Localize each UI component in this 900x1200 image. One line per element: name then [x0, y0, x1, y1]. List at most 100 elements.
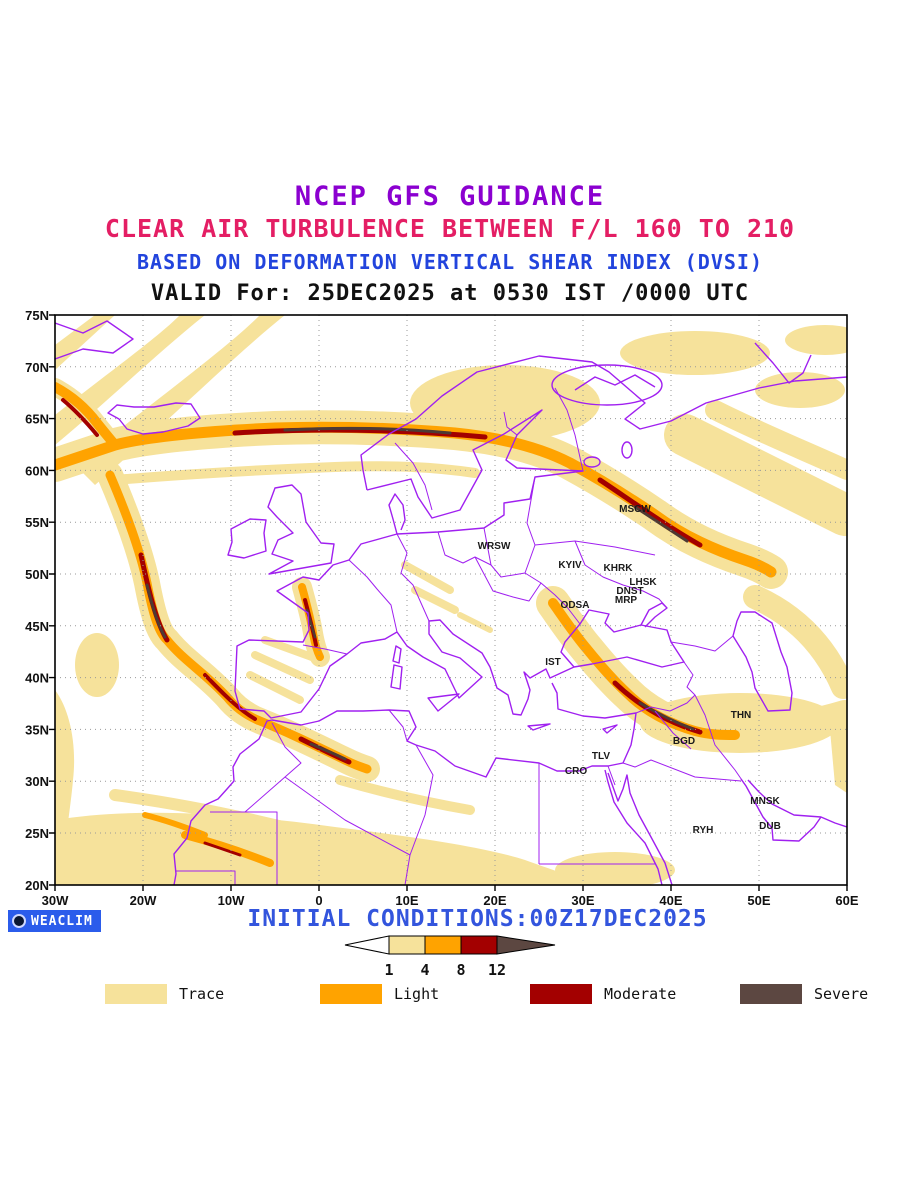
- coast-novaya-zemlya: [754, 342, 812, 384]
- lat-label: 75N: [25, 308, 49, 323]
- island-ireland: [227, 518, 267, 559]
- city-label: KYIV: [558, 560, 582, 571]
- legend-label-moderate: Moderate: [604, 985, 677, 1003]
- weaclim-label: WEACLIM: [31, 913, 93, 929]
- scale-tick: 12: [488, 961, 506, 979]
- city-labels: MSCW WRSW KYIV KHRK LHSK DNST MRP ODSA I…: [478, 504, 781, 836]
- city-label: MRP: [615, 595, 638, 606]
- title-line-1: NCEP GFS GUIDANCE: [294, 181, 606, 212]
- city-label: MNSK: [750, 796, 780, 807]
- coast-red-sea: [604, 769, 673, 885]
- coast-scandinavia-arctic: [360, 355, 847, 491]
- lon-label: 10W: [218, 893, 245, 908]
- turbulence-map-svg: MSCW WRSW KYIV KHRK LHSK DNST MRP ODSA I…: [25, 308, 859, 908]
- city-label: BGD: [673, 736, 695, 747]
- city-label: RYH: [693, 825, 714, 836]
- city-label: LHSK: [629, 577, 657, 588]
- white-sea-squiggle: [574, 374, 656, 391]
- coast-turkey-north-africa: [173, 682, 637, 885]
- lon-label: 30W: [42, 893, 69, 908]
- legend-swatch-trace: [105, 984, 167, 1004]
- lon-label: 50E: [747, 893, 770, 908]
- lat-label: 50N: [25, 567, 49, 582]
- coast-caspian-sea: [732, 611, 793, 712]
- legend-item-severe: Severe: [740, 984, 868, 1004]
- lat-label: 30N: [25, 774, 49, 789]
- lat-label: 70N: [25, 360, 49, 375]
- color-scale-bar: 1 4 8 12: [343, 933, 561, 986]
- lat-label: 25N: [25, 826, 49, 841]
- scale-arrow-left: [344, 935, 390, 955]
- lon-label: 30E: [571, 893, 594, 908]
- city-label: KHRK: [604, 563, 634, 574]
- lake-onega: [621, 441, 633, 459]
- lake-ladoga: [583, 456, 601, 468]
- longitude-axis-labels: 30W 20W 10W 0 10E 20E 30E 40E 50E 60E: [42, 893, 859, 908]
- legend-swatch-severe: [740, 984, 802, 1004]
- map-figure: MSCW WRSW KYIV KHRK LHSK DNST MRP ODSA I…: [15, 307, 860, 922]
- legend-label-trace: Trace: [179, 985, 225, 1003]
- island-great-britain: [267, 484, 335, 575]
- initial-conditions-text: INITIAL CONDITIONS:00Z17DEC2025: [247, 906, 708, 932]
- island-sicily: [427, 693, 460, 712]
- island-cyprus: [602, 724, 618, 734]
- title-line-2: CLEAR AIR TURBULENCE BETWEEN F/L 160 TO …: [104, 214, 796, 243]
- city-label: MSCW: [619, 504, 651, 515]
- lon-label: 10E: [395, 893, 418, 908]
- scale-segment-light: [424, 935, 462, 955]
- legend-label-severe: Severe: [814, 985, 869, 1003]
- city-label: CRO: [565, 766, 587, 777]
- lon-label: 20E: [483, 893, 506, 908]
- title-line-4: VALID For: 25DEC2025 at 0530 IST /0000 U…: [150, 281, 750, 306]
- scale-segment-moderate: [460, 935, 498, 955]
- weaclim-badge: WEACLIM: [8, 910, 101, 932]
- map-frame: [54, 314, 848, 886]
- city-label: THN: [731, 710, 752, 721]
- country-borders: [176, 387, 747, 885]
- legend-label-light: Light: [394, 985, 440, 1003]
- axis-ticks: [49, 314, 848, 891]
- island-iceland: [107, 402, 201, 435]
- legend-item-trace: Trace: [105, 984, 224, 1004]
- scale-arrow-right: [496, 935, 556, 955]
- city-label: IST: [545, 657, 561, 668]
- island-corsica: [392, 645, 402, 664]
- lat-label: 20N: [25, 878, 49, 893]
- title-block: NCEP GFS GUIDANCE CLEAR AIR TURBULENCE B…: [0, 182, 900, 310]
- scale-tick-labels: 1 4 8 12: [384, 961, 506, 979]
- legend-swatch-light: [320, 984, 382, 1004]
- island-sardinia: [390, 664, 403, 690]
- lon-label: 40E: [659, 893, 682, 908]
- lat-label: 45N: [25, 619, 49, 634]
- lat-label: 60N: [25, 463, 49, 478]
- scale-segment-trace: [388, 935, 426, 955]
- coast-denmark: [388, 493, 406, 535]
- latitude-axis-labels: 75N 70N 65N 60N 55N 50N 45N 40N 35N 30N …: [25, 308, 49, 893]
- scale-tick: 8: [456, 961, 465, 979]
- city-label: DNST: [616, 586, 643, 597]
- coast-greenland-corner: [55, 320, 134, 360]
- scale-tick: 4: [420, 961, 429, 979]
- weaclim-logo-icon: [12, 914, 26, 928]
- lon-label: 60E: [835, 893, 858, 908]
- white-sea-contour: [551, 364, 663, 406]
- lat-label: 40N: [25, 671, 49, 686]
- legend-item-moderate: Moderate: [530, 984, 676, 1004]
- turbulence-moderate-layer: [61, 398, 703, 857]
- color-scale-svg: 1 4 8 12: [344, 935, 556, 979]
- lat-label: 65N: [25, 412, 49, 427]
- lon-label: 20W: [130, 893, 157, 908]
- island-crete: [527, 723, 551, 731]
- turbulence-severe-layer: [145, 426, 695, 761]
- city-label: TLV: [592, 751, 610, 762]
- city-label: WRSW: [478, 541, 511, 552]
- map-gridlines: [55, 315, 847, 885]
- scale-tick: 1: [384, 961, 393, 979]
- lat-label: 35N: [25, 722, 49, 737]
- lat-label: 55N: [25, 515, 49, 530]
- coast-persian-gulf: [740, 778, 847, 842]
- legend-swatch-moderate: [530, 984, 592, 1004]
- city-label: ODSA: [561, 600, 590, 611]
- legend-item-light: Light: [320, 984, 439, 1004]
